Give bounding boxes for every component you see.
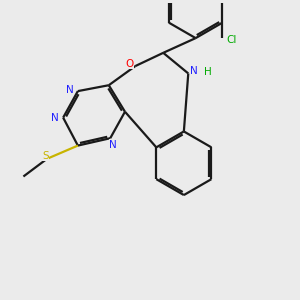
Text: H: H xyxy=(204,67,211,77)
Text: O: O xyxy=(125,59,134,69)
Text: Cl: Cl xyxy=(226,34,236,45)
Text: N: N xyxy=(109,140,117,150)
Text: N: N xyxy=(190,66,198,76)
Text: S: S xyxy=(42,151,49,161)
Text: N: N xyxy=(66,85,74,94)
Text: N: N xyxy=(51,112,59,123)
